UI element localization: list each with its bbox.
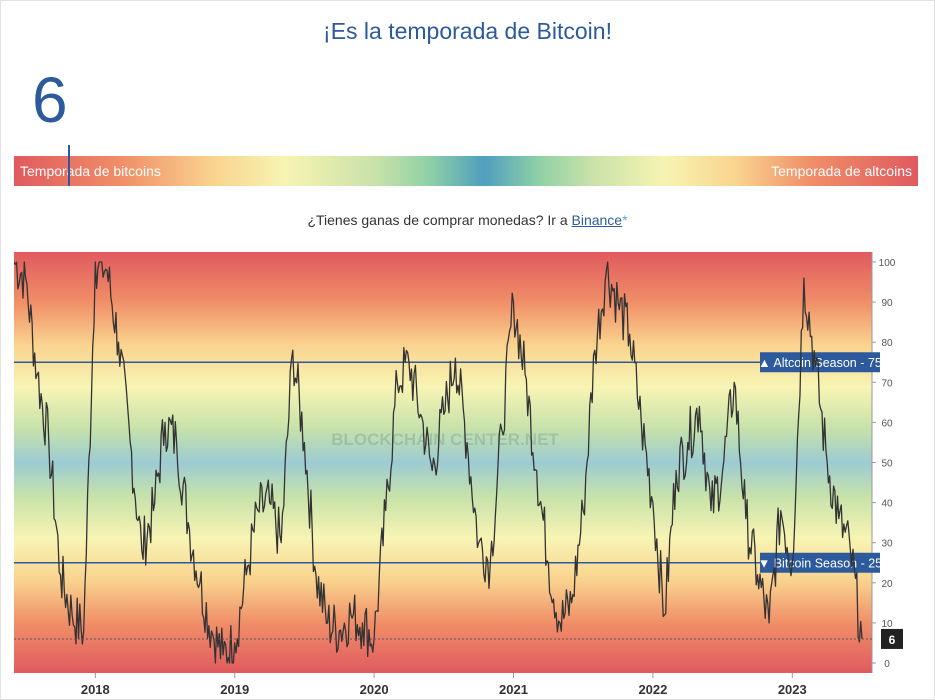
gauge-left-label: Temporada de bitcoins [20, 163, 161, 179]
threshold-label: ▲ Altcoin Season - 75 [758, 356, 882, 370]
threshold-tag [760, 352, 880, 373]
promo-asterisk: * [622, 212, 628, 228]
current-index-value: 6 [32, 64, 68, 136]
y-tick-label: 40 [881, 499, 893, 510]
y-tick-label: 50 [881, 459, 893, 470]
y-tick-label: 60 [881, 418, 893, 429]
series-line [14, 261, 863, 664]
gauge-right-label: Temporada de altcoins [771, 163, 912, 179]
altcoin-season-chart: BLOCKCHAIN CENTER.NET 0 10 20 30 40 50 60 70 80 9… [14, 252, 903, 697]
gauge-marker [68, 145, 70, 186]
page-title: ¡Es la temporada de Bitcoin! [323, 18, 612, 44]
y-tick-label: 10 [881, 619, 893, 630]
promo-text: ¿Tienes ganas de comprar monedas? Ir a [307, 212, 572, 228]
y-tick-label: 20 [881, 579, 893, 590]
y-tick-label: 70 [881, 378, 893, 389]
watermark: BLOCKCHAIN CENTER.NET [331, 430, 559, 449]
y-tick-label: 30 [881, 539, 893, 550]
x-tick-label: 2020 [360, 682, 389, 697]
x-tick-label: 2021 [499, 682, 528, 697]
binance-link[interactable]: Binance [571, 212, 623, 228]
y-tick-label: 0 [884, 659, 890, 670]
y-tick-label: 80 [881, 338, 893, 349]
chart-background [14, 252, 872, 673]
y-tick-label: 90 [881, 298, 893, 309]
current-value-label: 6 [889, 633, 896, 647]
current-value-tag [881, 628, 903, 649]
x-tick-label: 2019 [220, 682, 249, 697]
y-tick-label: 100 [879, 258, 896, 269]
x-tick-label: 2022 [638, 682, 667, 697]
season-gauge: Temporada de bitcoins Temporada de altco… [14, 145, 918, 186]
x-tick-label: 2023 [778, 682, 807, 697]
x-tick-label: 2018 [81, 682, 110, 697]
promo-line: ¿Tienes ganas de comprar monedas? Ir a B… [0, 212, 935, 228]
